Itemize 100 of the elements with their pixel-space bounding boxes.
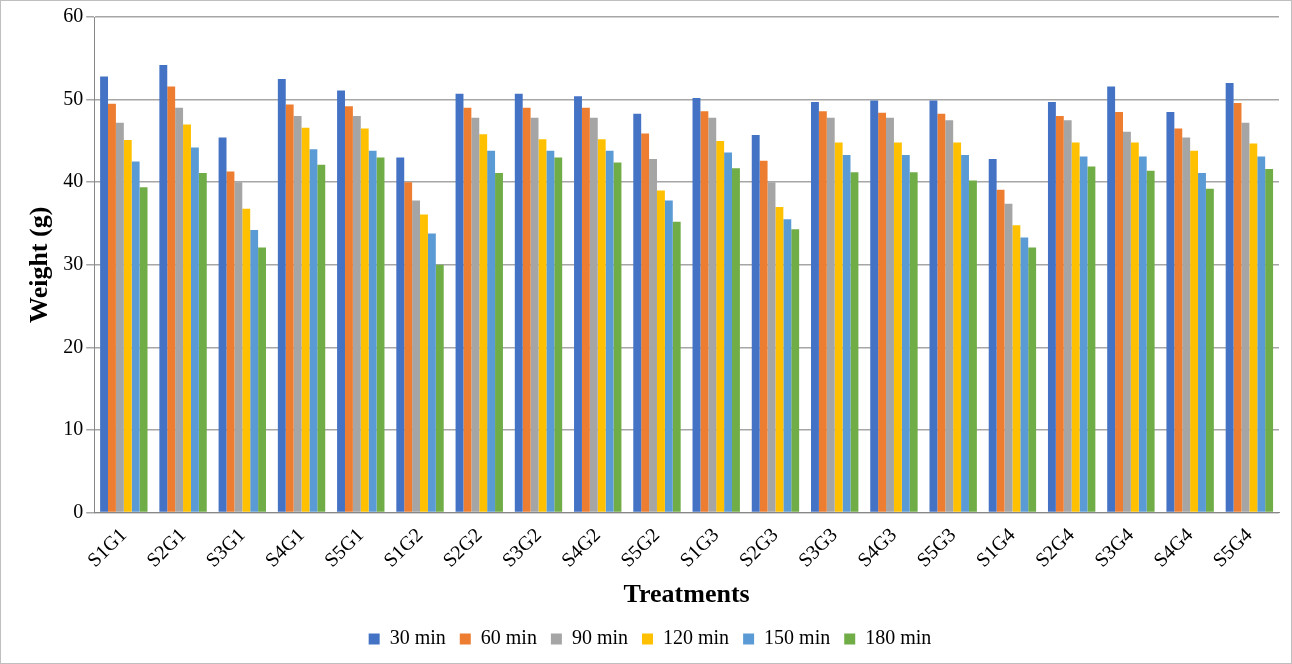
bar bbox=[1174, 128, 1183, 512]
bar bbox=[198, 173, 207, 512]
bar bbox=[1146, 170, 1155, 512]
bar bbox=[487, 150, 496, 512]
bar bbox=[870, 100, 879, 512]
bar bbox=[929, 100, 938, 512]
bar bbox=[514, 93, 523, 512]
bar bbox=[893, 142, 902, 512]
bar bbox=[1225, 83, 1234, 512]
bar bbox=[554, 157, 563, 512]
bar bbox=[218, 137, 227, 512]
bar bbox=[1028, 247, 1037, 512]
bar bbox=[783, 219, 792, 512]
bar bbox=[633, 113, 642, 512]
y-tick-label: 50 bbox=[63, 86, 84, 109]
bar bbox=[961, 154, 969, 512]
bar bbox=[656, 190, 665, 512]
bar bbox=[463, 107, 472, 512]
bar bbox=[1055, 116, 1064, 512]
y-tick-label: 20 bbox=[63, 334, 84, 357]
bar bbox=[581, 107, 590, 512]
bar bbox=[344, 106, 353, 512]
bar bbox=[791, 229, 800, 512]
bar bbox=[1115, 111, 1123, 512]
legend-label: 60 min bbox=[480, 626, 537, 649]
bar bbox=[183, 124, 191, 512]
bar bbox=[167, 86, 176, 512]
bar bbox=[1020, 237, 1029, 512]
bar bbox=[479, 134, 488, 512]
bar bbox=[404, 182, 413, 512]
bar bbox=[159, 64, 168, 512]
bar bbox=[1138, 156, 1147, 512]
bar bbox=[190, 147, 199, 512]
legend-label: 90 min bbox=[571, 626, 629, 649]
bar bbox=[1257, 156, 1266, 512]
bar bbox=[901, 154, 910, 512]
bar bbox=[953, 142, 962, 512]
bar bbox=[968, 180, 977, 512]
bar bbox=[878, 112, 887, 512]
bar bbox=[258, 247, 266, 512]
bar bbox=[850, 172, 859, 512]
y-tick-label: 60 bbox=[63, 4, 84, 27]
bar bbox=[285, 104, 294, 512]
bar bbox=[495, 173, 503, 512]
bar bbox=[700, 111, 709, 512]
bar bbox=[1249, 143, 1258, 512]
bar bbox=[834, 142, 843, 512]
y-tick-label: 0 bbox=[73, 499, 84, 522]
bar bbox=[664, 200, 673, 512]
bar bbox=[1130, 142, 1139, 512]
bar bbox=[1198, 173, 1206, 512]
bar bbox=[123, 140, 132, 512]
bar bbox=[250, 230, 259, 512]
bar bbox=[759, 160, 768, 512]
bar bbox=[368, 150, 377, 512]
y-tick-label: 30 bbox=[63, 252, 84, 275]
bar bbox=[420, 214, 428, 512]
bar bbox=[641, 133, 650, 512]
bar bbox=[360, 128, 369, 512]
bar bbox=[1205, 188, 1214, 512]
legend-label: 180 min bbox=[865, 626, 932, 649]
bar bbox=[732, 168, 740, 512]
bar bbox=[1107, 86, 1116, 512]
bar bbox=[337, 90, 345, 512]
bar bbox=[427, 233, 436, 512]
bar bbox=[1047, 102, 1056, 512]
bar bbox=[605, 150, 614, 512]
bar bbox=[396, 157, 405, 512]
bar bbox=[672, 221, 681, 512]
bar bbox=[139, 187, 148, 512]
bar bbox=[818, 111, 827, 512]
bar bbox=[100, 76, 109, 512]
legend-label: 30 min bbox=[389, 626, 446, 649]
y-tick-label: 10 bbox=[63, 417, 84, 440]
y-tick-label: 40 bbox=[63, 169, 84, 192]
bar bbox=[1087, 166, 1096, 512]
bar bbox=[775, 206, 784, 512]
bar bbox=[724, 152, 733, 512]
y-axis-title: Weight (g) bbox=[24, 206, 54, 323]
bar bbox=[937, 113, 946, 512]
bar bbox=[317, 164, 326, 512]
bar bbox=[1265, 168, 1274, 512]
bar bbox=[1166, 111, 1175, 512]
bar bbox=[811, 102, 819, 512]
bar bbox=[522, 107, 531, 512]
bar bbox=[546, 150, 555, 512]
bar bbox=[716, 140, 725, 512]
bar bbox=[597, 139, 606, 512]
bar bbox=[988, 159, 997, 512]
bar bbox=[277, 78, 286, 512]
bar bbox=[996, 189, 1005, 512]
bar bbox=[1190, 150, 1199, 512]
bar bbox=[435, 264, 444, 512]
bar bbox=[131, 161, 140, 512]
bar bbox=[108, 103, 116, 512]
bar bbox=[909, 172, 918, 512]
x-axis-title: Treatments bbox=[623, 579, 750, 609]
legend-label: 120 min bbox=[663, 626, 730, 649]
bar bbox=[1071, 142, 1080, 512]
bar bbox=[751, 135, 760, 512]
